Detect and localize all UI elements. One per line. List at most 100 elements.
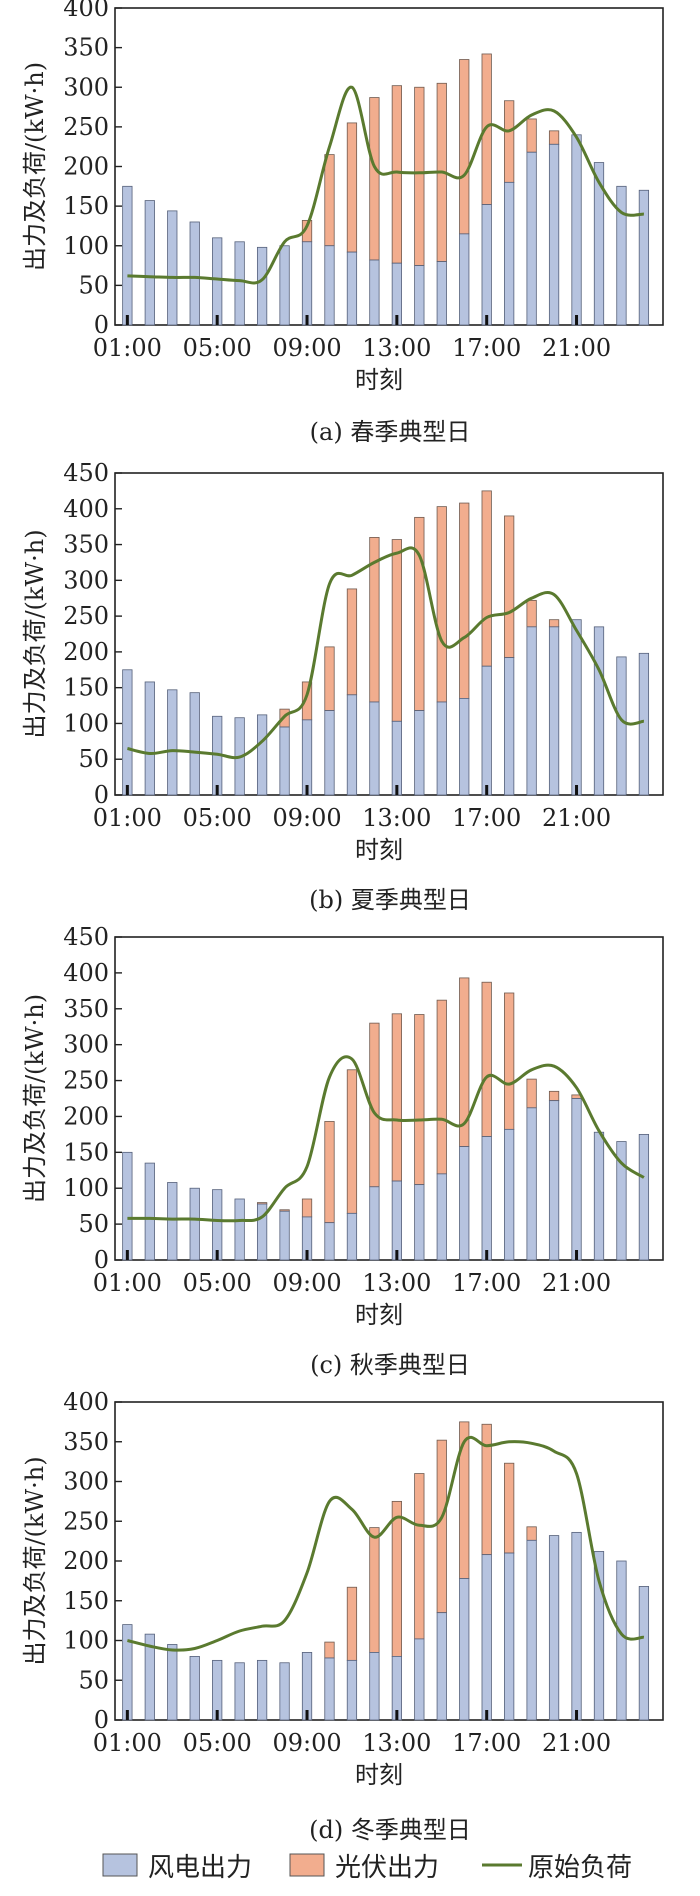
bar-pv — [504, 100, 515, 183]
bar-wind — [436, 1612, 447, 1721]
bar-pv — [548, 1090, 560, 1102]
y-tick-label: 100 — [63, 709, 109, 737]
y-tick-label: 250 — [63, 113, 109, 141]
bar-pv — [459, 59, 470, 235]
y-tick-label: 100 — [63, 232, 109, 260]
bar-pv — [391, 85, 402, 264]
y-axis-label: 出力及负荷/(kW·h) — [21, 994, 49, 1203]
y-tick-label: 400 — [63, 959, 109, 987]
y-tick-label: 300 — [63, 73, 109, 101]
bar-wind — [436, 701, 447, 796]
y-tick-label: 400 — [63, 1388, 109, 1416]
bar-wind — [234, 1662, 245, 1721]
bar-wind — [122, 669, 133, 796]
bar-pv — [369, 1527, 380, 1653]
y-tick-label: 0 — [94, 1706, 109, 1734]
y-tick-label: 100 — [63, 1627, 109, 1655]
x-tick-label: 21:00 — [542, 1269, 611, 1297]
y-tick-label: 0 — [94, 1246, 109, 1274]
bar-wind — [481, 665, 492, 796]
x-tick-label: 05:00 — [183, 1729, 252, 1757]
chart-panel-0: 0 50 100 150 200 250 300 350 400 01:00 05:00 09:00 1… — [21, 0, 664, 446]
bar-wind — [526, 151, 537, 326]
bar-wind — [144, 200, 155, 326]
x-axis-label: 时刻 — [355, 1301, 403, 1329]
bar-pv — [414, 86, 425, 266]
bar-wind — [459, 1146, 470, 1261]
bar-wind — [279, 245, 290, 326]
bar-wind — [346, 1659, 358, 1721]
y-axis-label: 出力及负荷/(kW·h) — [21, 529, 49, 738]
panel-caption: (c) 秋季典型日 — [310, 1351, 470, 1379]
bar-wind — [256, 1659, 268, 1721]
panel-caption: (a) 春季典型日 — [310, 418, 471, 446]
plot-frame — [114, 472, 664, 796]
bar-wind — [324, 1657, 335, 1721]
y-tick-label: 250 — [63, 602, 109, 630]
x-tick-label: 01:00 — [93, 334, 162, 362]
bar-wind — [212, 237, 223, 326]
bar-wind — [369, 259, 380, 326]
bar-pv — [414, 516, 425, 711]
y-tick-label: 50 — [78, 1666, 109, 1694]
bar-wind — [616, 656, 627, 796]
bar-wind — [414, 1184, 425, 1261]
y-tick-label: 150 — [63, 1587, 109, 1615]
y-tick-label: 350 — [63, 1428, 109, 1456]
bar-wind — [369, 1652, 380, 1721]
y-axis-label: 出力及负荷/(kW·h) — [21, 1456, 49, 1665]
bar-wind — [212, 1189, 223, 1261]
legend-wind-label: 风电出力 — [148, 1853, 252, 1883]
y-tick-label: 350 — [63, 34, 109, 62]
bar-wind — [324, 1222, 335, 1261]
bar-pv — [481, 981, 492, 1137]
bar-pv — [504, 992, 515, 1130]
bar-wind — [301, 719, 313, 796]
bar-wind — [638, 1133, 650, 1261]
bar-wind — [548, 143, 560, 326]
x-tick-label: 17:00 — [452, 1729, 521, 1757]
bar-wind — [593, 162, 605, 326]
bar-wind — [189, 692, 200, 796]
bar-pv — [346, 1069, 358, 1214]
y-tick-label: 150 — [63, 1138, 109, 1166]
bar-pv — [369, 97, 380, 261]
bar-wind — [256, 1203, 268, 1261]
y-tick-label: 0 — [94, 311, 109, 339]
x-tick-label: 13:00 — [362, 1269, 431, 1297]
x-axis-label: 时刻 — [355, 836, 403, 864]
x-tick-label: 05:00 — [183, 334, 252, 362]
x-tick-label: 21:00 — [542, 1729, 611, 1757]
bar-wind — [301, 1652, 313, 1721]
y-tick-label: 200 — [63, 638, 109, 666]
y-tick-label: 450 — [63, 459, 109, 487]
bar-wind — [504, 657, 515, 796]
bar-pv — [526, 1078, 537, 1109]
bar-wind — [122, 185, 133, 326]
x-tick-label: 05:00 — [183, 1269, 252, 1297]
bar-pv — [414, 1014, 425, 1186]
y-tick-label: 0 — [94, 781, 109, 809]
charts-group: 0 50 100 150 200 250 300 350 400 01:00 05:00 09:00 1… — [21, 0, 664, 1844]
bar-wind — [144, 1162, 155, 1261]
y-tick-label: 100 — [63, 1174, 109, 1202]
x-tick-label: 17:00 — [452, 1269, 521, 1297]
bar-wind — [504, 1552, 515, 1721]
bar-wind — [324, 710, 335, 796]
bar-wind — [122, 1151, 133, 1261]
x-tick-label: 05:00 — [183, 804, 252, 832]
panel-caption: (d) 冬季典型日 — [309, 1816, 471, 1844]
legend-pv-label: 光伏出力 — [335, 1853, 439, 1883]
bar-wind — [189, 1187, 200, 1261]
bar-pv — [548, 619, 560, 628]
bar-wind — [167, 1182, 178, 1261]
legend-wind-swatch — [102, 1853, 138, 1877]
bar-wind — [593, 1131, 605, 1261]
x-tick-label: 09:00 — [272, 334, 341, 362]
chart-panel-1: 0 50 100 150 200 250 300 350 400 450 01:00 05:00 09:… — [21, 459, 664, 914]
bar-pv — [436, 1439, 447, 1614]
bar-wind — [346, 1212, 358, 1261]
bar-pv — [346, 122, 358, 253]
bar-wind — [324, 245, 335, 326]
y-tick-label: 50 — [78, 745, 109, 773]
